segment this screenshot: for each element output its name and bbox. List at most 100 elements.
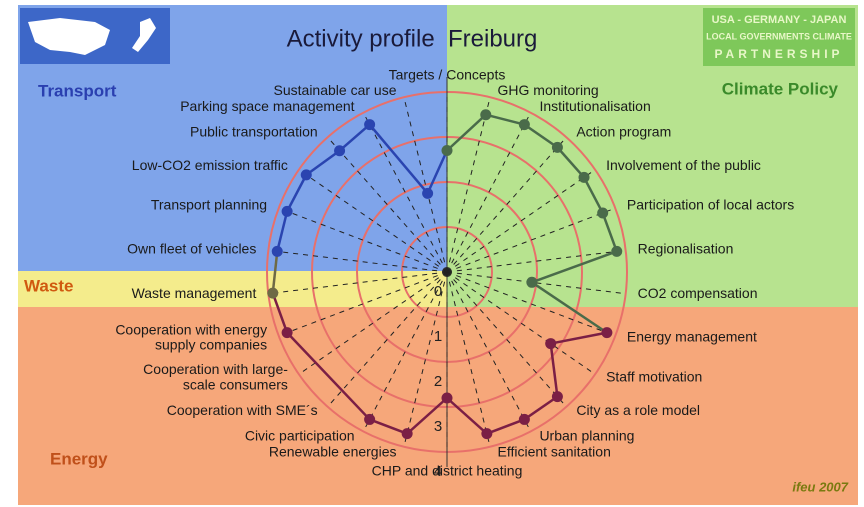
data-point [281,205,293,217]
data-point [551,391,563,403]
data-point [364,119,376,131]
profile-segment [523,395,559,421]
spoke [362,112,448,273]
profile-segment [426,149,449,194]
category-label: Civic participation [245,427,355,443]
profile-segment [485,113,525,126]
section-label: Energy [50,449,108,468]
profile-segment [531,250,618,284]
spoke [278,207,448,273]
category-label: Parking space management [180,98,354,114]
r-tick-label: 0 [434,283,442,300]
data-point [551,141,563,153]
data-point [611,245,623,257]
map-logo [20,8,170,64]
data-point [526,276,538,288]
spoke [446,249,626,273]
spoke [268,249,448,273]
category-label: GHG monitoring [498,82,599,98]
logo-line: USA - GERMANY - JAPAN [712,14,847,26]
profile-segment [523,123,559,149]
category-label: Low-CO2 emission traffic [132,157,288,173]
category-label: Action program [576,123,671,139]
credit: ifeu 2007 [792,479,848,494]
spoke [327,271,448,408]
spoke [446,169,596,273]
spoke [446,112,532,273]
profile-segment [531,281,608,334]
category-label: Cooperation with SME´s [167,402,318,418]
data-point [441,145,453,156]
spoke [446,97,491,273]
data-point [480,109,492,121]
spoke [403,97,448,273]
category-label: Targets / Concepts [389,67,506,83]
data-point [441,392,453,404]
data-point [518,413,530,425]
r-tick-label: 3 [434,418,442,435]
data-point [271,245,283,257]
category-label: Public transportation [190,123,318,139]
data-point [518,119,530,131]
data-point [281,327,293,339]
profile-segment [446,113,487,152]
data-point [334,145,346,157]
profile-segment [556,146,585,179]
r-tick-label: 1 [434,328,442,345]
spoke [446,136,567,273]
profile-segment [406,397,448,435]
category-label: Energy management [627,329,757,345]
category-label: Transport planning [151,197,267,213]
category-label: Efficient sanitation [498,443,611,459]
category-label: City as a role model [576,402,700,418]
profile-segment [369,418,408,435]
data-point [422,187,434,199]
data-point [601,327,613,339]
category-label: Renewable energies [269,443,397,459]
logo-line: PARTNERSHIP [714,47,843,61]
partnership-logo [703,8,855,66]
category-label: Staff motivation [606,368,702,384]
section-label: Climate Policy [722,79,839,98]
profile-segment [549,343,559,397]
spoke [446,271,532,432]
data-point [364,413,376,425]
profile-segment [368,123,429,195]
logo-line: LOCAL GOVERNMENTS CLIMATE [706,31,852,41]
section-label: Waste [24,276,73,295]
spoke [362,271,448,432]
data-point [300,169,312,181]
category-label: Sustainable car use [274,82,397,98]
spoke [327,136,448,273]
chart-title: Activity profile Freiburg [287,25,538,52]
spoke [446,207,616,273]
profile-segment [286,331,371,421]
section-label: Transport [38,81,117,100]
profile-segment [271,292,289,334]
r-tick-label: 4 [434,463,442,480]
spoke [298,169,448,273]
spoke [446,271,616,337]
category-label: CO2 compensation [638,285,758,301]
spoke [446,271,491,447]
category-label: Participation of local actors [627,197,794,213]
profile-segment [446,397,488,435]
category-label: Urban planning [539,427,634,443]
spoke [278,271,448,337]
category-label: Regionalisation [638,240,734,256]
spoke [446,271,596,375]
profile-segment [582,176,604,214]
profile-segment [276,211,289,252]
spoke [268,271,448,295]
category-label: CHP and district heating [372,463,523,479]
profile-segment [486,418,525,435]
data-point [401,428,413,440]
category-label: Involvement of the public [606,157,761,173]
profile-segment [305,149,341,176]
profile-segment [271,251,279,294]
category-label: Institutionalisation [539,98,650,114]
data-point [545,338,557,350]
category-label: Cooperation with large-scale consumers [143,361,288,392]
spoke [298,271,448,375]
